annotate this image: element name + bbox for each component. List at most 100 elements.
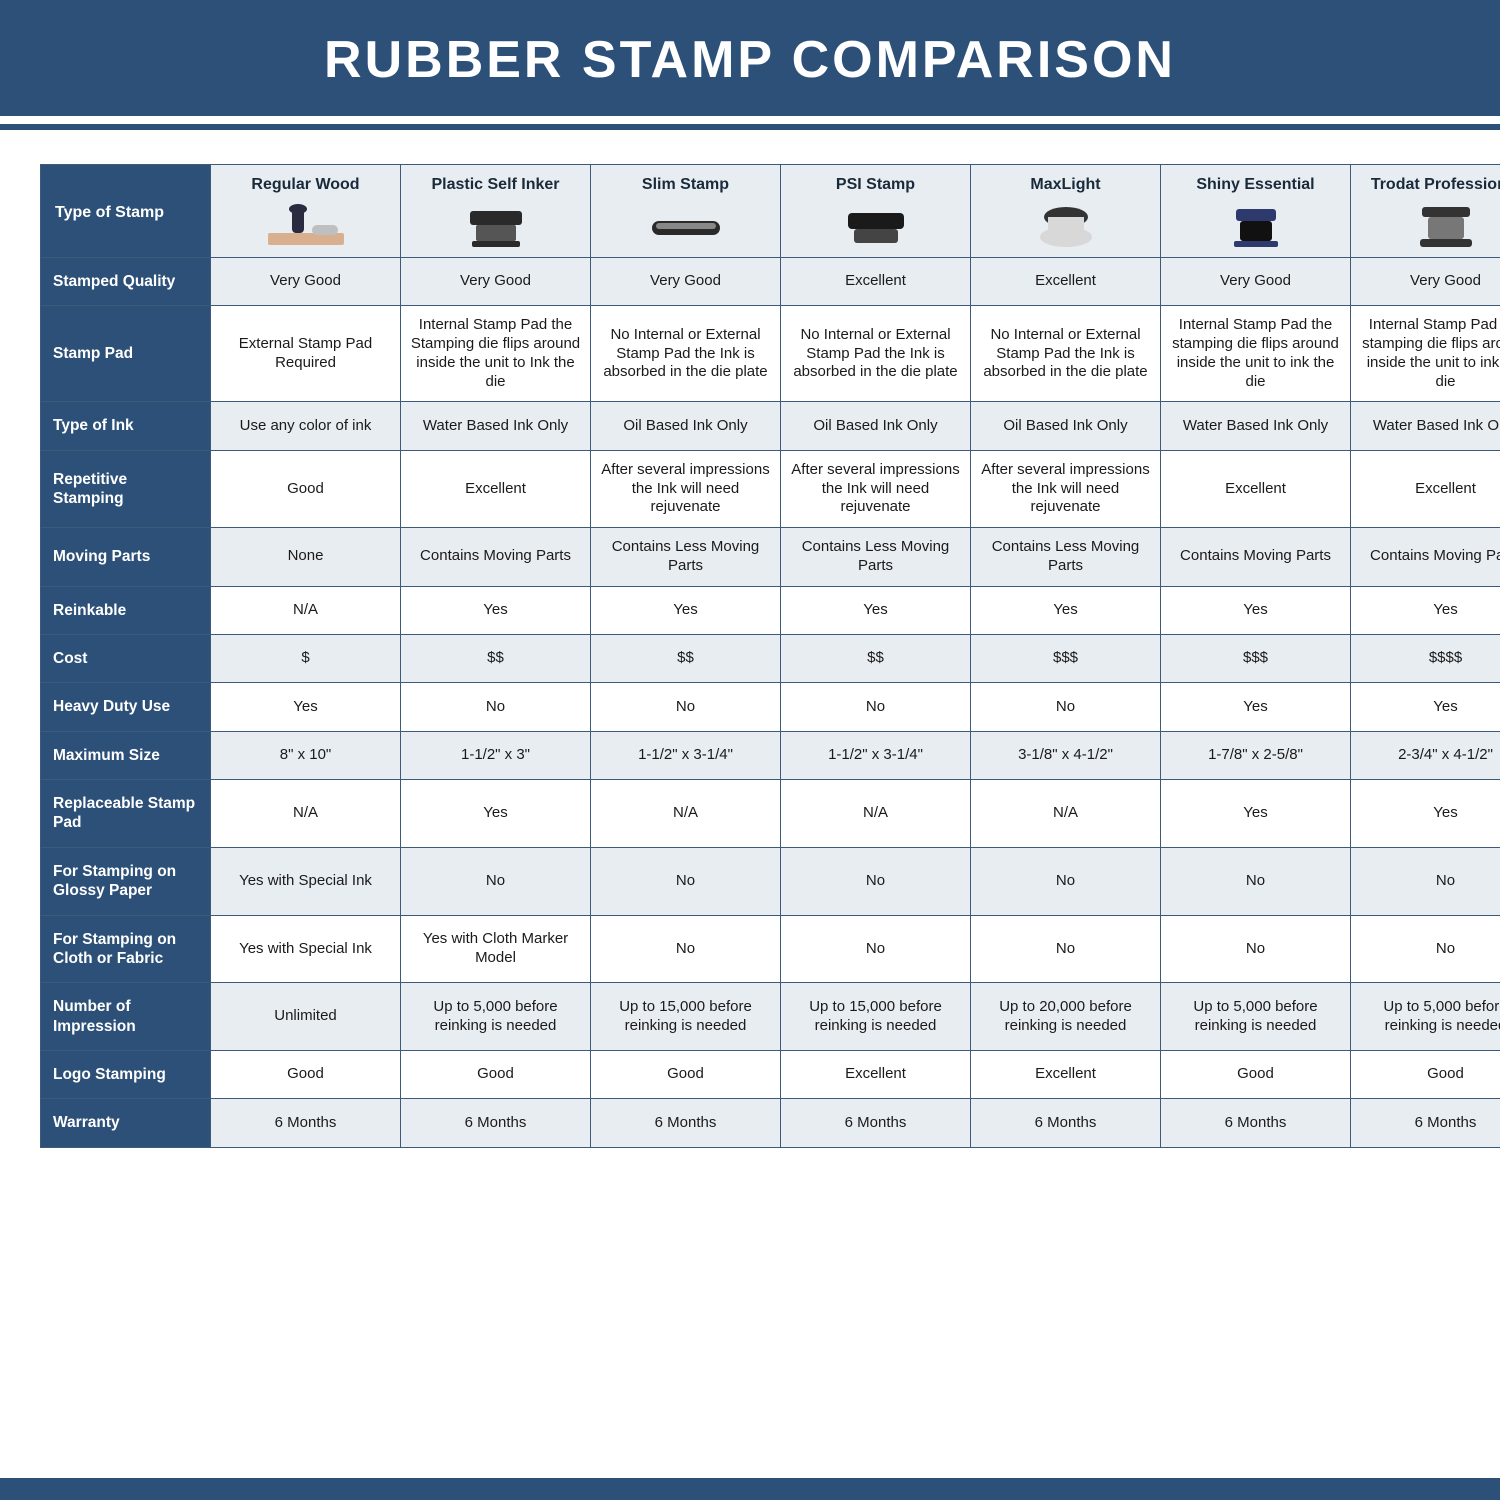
table-cell: Good xyxy=(211,1051,401,1099)
col-header: Shiny Essential xyxy=(1161,165,1351,258)
table-cell: Up to 5,000 before reinking is needed xyxy=(401,983,591,1051)
row-label: Warranty xyxy=(41,1099,211,1147)
maxlight-stamp-icon xyxy=(1021,201,1111,251)
table-cell: Contains Moving Parts xyxy=(1161,528,1351,587)
table-cell: Internal Stamp Pad the stamping die flip… xyxy=(1161,306,1351,402)
table-cell: 6 Months xyxy=(591,1099,781,1147)
table-cell: 3-1/8" x 4-1/2" xyxy=(971,731,1161,779)
table-cell: $$ xyxy=(401,634,591,682)
table-cell: Yes with Special Ink xyxy=(211,915,401,983)
table-cell: N/A xyxy=(211,586,401,634)
col-header-label: Slim Stamp xyxy=(642,175,729,195)
header-divider-bar xyxy=(0,124,1500,130)
table-cell: Very Good xyxy=(1161,258,1351,306)
table-cell: No xyxy=(591,847,781,915)
col-header: Trodat Professional xyxy=(1351,165,1500,258)
col-header: PSI Stamp xyxy=(781,165,971,258)
table-cell: Yes xyxy=(1351,780,1500,848)
table-cell: Up to 20,000 before reinking is needed xyxy=(971,983,1161,1051)
table-row: Number of ImpressionUnlimitedUp to 5,000… xyxy=(41,983,1500,1051)
table-cell: Contains Less Moving Parts xyxy=(591,528,781,587)
table-cell: Yes xyxy=(1161,683,1351,731)
row-label: Maximum Size xyxy=(41,731,211,779)
table-cell: 1-1/2" x 3" xyxy=(401,731,591,779)
table-cell: After several impressions the Ink will n… xyxy=(591,450,781,527)
table-cell: Yes xyxy=(971,586,1161,634)
table-cell: Very Good xyxy=(211,258,401,306)
table-cell: No Internal or External Stamp Pad the In… xyxy=(591,306,781,402)
table-cell: Internal Stamp Pad the stamping die flip… xyxy=(1351,306,1500,402)
table-cell: No Internal or External Stamp Pad the In… xyxy=(781,306,971,402)
col-header-label: Trodat Professional xyxy=(1371,175,1500,195)
table-cell: No xyxy=(591,915,781,983)
table-cell: Contains Moving Parts xyxy=(401,528,591,587)
table-cell: 8" x 10" xyxy=(211,731,401,779)
footer-band xyxy=(0,1478,1500,1500)
table-cell: No xyxy=(971,847,1161,915)
table-cell: No xyxy=(1351,915,1500,983)
header-band: RUBBER STAMP COMPARISON xyxy=(0,0,1500,116)
table-cell: Yes xyxy=(1351,683,1500,731)
table-cell: No xyxy=(1351,847,1500,915)
table-row: For Stamping on Glossy PaperYes with Spe… xyxy=(41,847,1500,915)
table-cell: 6 Months xyxy=(401,1099,591,1147)
table-cell: Good xyxy=(1351,1051,1500,1099)
table-cell: Yes xyxy=(781,586,971,634)
row-label: Stamped Quality xyxy=(41,258,211,306)
col-header-label: Plastic Self Inker xyxy=(431,175,559,195)
table-cell: Oil Based Ink Only xyxy=(971,402,1161,450)
table-cell: After several impressions the Ink will n… xyxy=(781,450,971,527)
table-row: Cost$$$$$$$$$$$$$$$$$ xyxy=(41,634,1500,682)
table-cell: $ xyxy=(211,634,401,682)
row-label: Logo Stamping xyxy=(41,1051,211,1099)
table-cell: Water Based Ink Only xyxy=(401,402,591,450)
table-cell: Good xyxy=(1161,1051,1351,1099)
table-row: Moving PartsNoneContains Moving PartsCon… xyxy=(41,528,1500,587)
table-cell: No xyxy=(971,915,1161,983)
slim-stamp-icon xyxy=(641,201,731,251)
table-row: Stamp PadExternal Stamp Pad RequiredInte… xyxy=(41,306,1500,402)
trodat-professional-stamp-icon xyxy=(1401,201,1491,251)
table-cell: 6 Months xyxy=(1161,1099,1351,1147)
table-row: Logo StampingGoodGoodGoodExcellentExcell… xyxy=(41,1051,1500,1099)
table-cell: 2-3/4" x 4-1/2" xyxy=(1351,731,1500,779)
table-cell: No xyxy=(1161,847,1351,915)
table-cell: No xyxy=(401,683,591,731)
page-root: RUBBER STAMP COMPARISON Type of Stamp Re… xyxy=(0,0,1500,1500)
table-cell: 6 Months xyxy=(1351,1099,1500,1147)
table-cell: Yes xyxy=(591,586,781,634)
table-cell: No xyxy=(401,847,591,915)
table-cell: Good xyxy=(401,1051,591,1099)
col-header: Slim Stamp xyxy=(591,165,781,258)
table-cell: Water Based Ink Only xyxy=(1351,402,1500,450)
table-cell: Oil Based Ink Only xyxy=(591,402,781,450)
table-cell: No xyxy=(591,683,781,731)
table-row: Repetitive StampingGoodExcellentAfter se… xyxy=(41,450,1500,527)
table-row: Heavy Duty UseYesNoNoNoNoYesYes xyxy=(41,683,1500,731)
table-cell: Yes xyxy=(211,683,401,731)
shiny-essential-stamp-icon xyxy=(1211,201,1301,251)
table-row: ReinkableN/AYesYesYesYesYesYes xyxy=(41,586,1500,634)
table-cell: Excellent xyxy=(781,1051,971,1099)
table-cell: Very Good xyxy=(1351,258,1500,306)
row-label: Reinkable xyxy=(41,586,211,634)
row-label: Type of Ink xyxy=(41,402,211,450)
table-cell: Yes xyxy=(1161,780,1351,848)
regular-wood-stamp-icon xyxy=(261,201,351,251)
table-header-row: Type of Stamp Regular Wood Plastic Self … xyxy=(41,165,1500,258)
table-cell: Excellent xyxy=(781,258,971,306)
table-cell: Up to 15,000 before reinking is needed xyxy=(781,983,971,1051)
col-header: MaxLight xyxy=(971,165,1161,258)
table-cell: N/A xyxy=(591,780,781,848)
table-cell: Excellent xyxy=(971,258,1161,306)
table-cell: Contains Less Moving Parts xyxy=(781,528,971,587)
table-cell: Use any color of ink xyxy=(211,402,401,450)
table-cell: Yes xyxy=(1351,586,1500,634)
table-cell: Contains Moving Parts xyxy=(1351,528,1500,587)
content-area: Type of Stamp Regular Wood Plastic Self … xyxy=(0,134,1500,1478)
table-cell: Water Based Ink Only xyxy=(1161,402,1351,450)
table-cell: No xyxy=(1161,915,1351,983)
table-cell: Very Good xyxy=(591,258,781,306)
row-label: Replaceable Stamp Pad xyxy=(41,780,211,848)
table-cell: No xyxy=(781,847,971,915)
